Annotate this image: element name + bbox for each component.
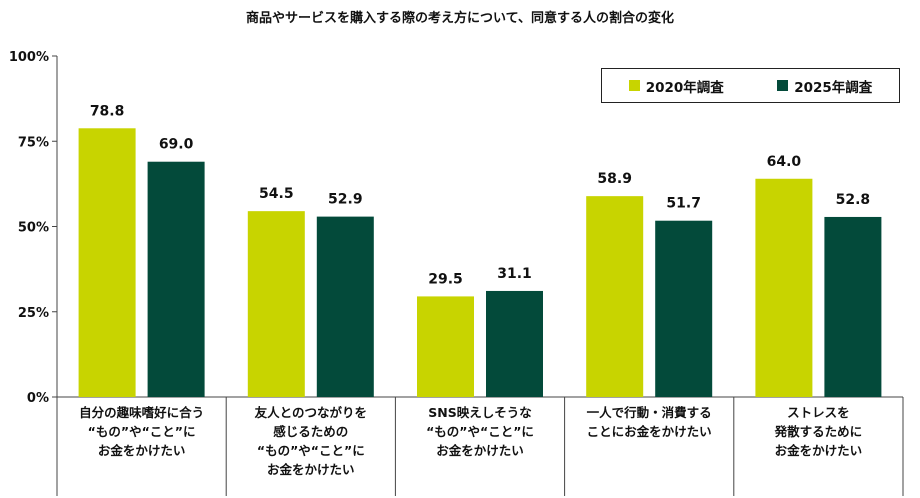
data-label: 29.5 — [428, 271, 463, 287]
data-label: 58.9 — [597, 171, 632, 187]
bar-2025年調査-0 — [147, 161, 205, 397]
bar-2025年調査-1 — [316, 216, 374, 397]
legend-item-2025: 2025年調査 — [777, 76, 872, 96]
chart-title: 商品やサービスを購入する際の考え方について、同意する人の割合の変化 — [246, 11, 674, 26]
y-tick-label: 25% — [18, 306, 49, 321]
data-label: 64.0 — [767, 154, 802, 170]
bar-2020年調査-3 — [586, 196, 644, 397]
data-label: 78.8 — [90, 103, 125, 119]
bar-2025年調査-2 — [486, 290, 543, 397]
legend-label-2020: 2020年調査 — [645, 79, 724, 96]
data-label: 52.9 — [328, 192, 363, 208]
data-label: 31.1 — [497, 266, 532, 282]
data-label: 51.7 — [666, 196, 701, 212]
legend-item-2020: 2020年調査 — [628, 76, 724, 96]
y-tick-label: 0% — [27, 391, 49, 406]
bar-2020年調査-1 — [247, 211, 305, 397]
y-tick-label: 75% — [18, 135, 49, 150]
bar-2025年調査-3 — [655, 220, 713, 397]
legend-swatch-2020 — [628, 80, 640, 91]
data-label: 69.0 — [159, 137, 194, 153]
category-label: 友人とのつながりを 感じるための “もの”や“こと”に お金をかけたい — [254, 405, 367, 477]
legend: 2020年調査 2025年調査 — [601, 68, 900, 103]
legend-swatch-2025 — [777, 80, 789, 91]
category-label: 一人で行動・消費する ことにお金をかけたい — [586, 405, 712, 439]
y-tick-label: 50% — [18, 221, 49, 236]
bar-2025年調査-4 — [824, 216, 882, 397]
category-label: 自分の趣味嗜好に合う “もの”や“こと”に お金をかけたい — [79, 405, 205, 458]
bar-2020年調査-2 — [417, 296, 474, 397]
data-label: 54.5 — [259, 186, 294, 202]
bar-2020年調査-4 — [755, 178, 813, 397]
category-label: SNS映えしそうな “もの”や“こと”に お金をかけたい — [426, 405, 534, 458]
category-label: ストレスを 発散するために お金をかけたい — [774, 405, 863, 458]
bar-2020年調査-0 — [78, 128, 136, 398]
data-label: 52.8 — [836, 192, 871, 208]
y-tick-label: 100% — [9, 50, 49, 65]
legend-label-2025: 2025年調査 — [794, 79, 873, 96]
